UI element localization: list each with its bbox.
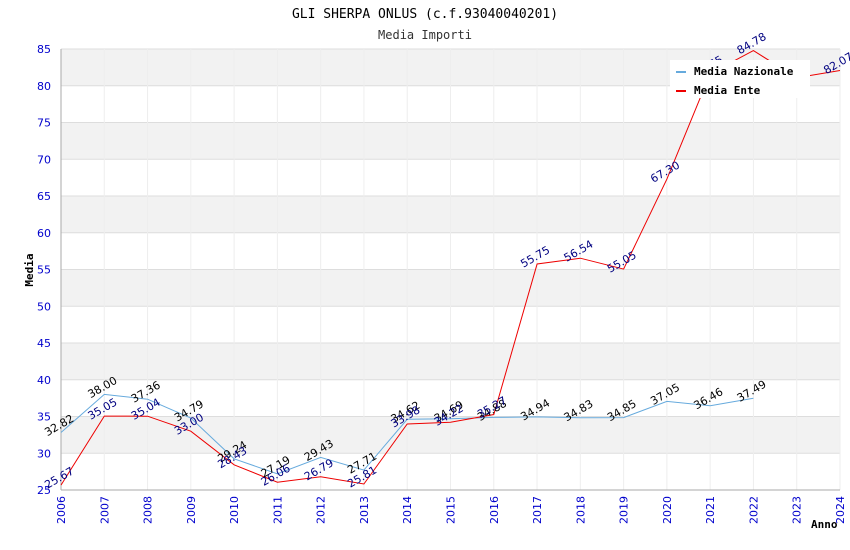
x-axis-ticks: 2006 2007 2008 2009 2010 2011 2012 2013 2014 2015… (55, 496, 847, 524)
x-tick-label: 2013 (358, 496, 371, 524)
x-tick-label: 2008 (142, 496, 155, 524)
legend-label-media-nazionale: Media Nazionale (694, 65, 794, 78)
y-tick-label: 45 (37, 337, 51, 350)
y-tick-label: 65 (37, 190, 51, 203)
x-tick-label: 2007 (98, 496, 111, 524)
x-tick-label: 2020 (661, 496, 674, 524)
x-tick-label: 2021 (704, 496, 717, 524)
chart-subtitle: Media Importi (378, 28, 472, 42)
x-tick-label: 2012 (315, 496, 328, 524)
x-tick-label: 2024 (834, 496, 847, 524)
x-axis-label: Anno (811, 518, 838, 531)
y-tick-label: 85 (37, 43, 51, 56)
y-tick-label: 55 (37, 264, 51, 277)
y-tick-label: 40 (37, 374, 51, 387)
y-tick-label: 25 (37, 484, 51, 497)
x-tick-label: 2022 (747, 496, 760, 524)
y-tick-label: 60 (37, 227, 51, 240)
legend: Media Nazionale Media Ente (670, 60, 810, 98)
y-tick-label: 30 (37, 447, 51, 460)
x-tick-label: 2015 (445, 496, 458, 524)
series-line-media-nazionale (60, 393, 754, 475)
y-tick-label: 35 (37, 411, 51, 424)
x-tick-label: 2023 (791, 496, 804, 524)
legend-box (670, 60, 810, 98)
y-tick-label: 80 (37, 80, 51, 93)
y-tick-label: 50 (37, 300, 51, 313)
x-tick-label: 2016 (488, 496, 501, 524)
legend-label-media-ente: Media Ente (694, 84, 761, 97)
x-tick-label: 2009 (185, 496, 198, 524)
y-axis-ticks: 25 30 35 40 45 50 55 60 65 70 75 80 85 (37, 43, 51, 497)
x-tick-label: 2014 (401, 496, 414, 524)
y-tick-label: 70 (37, 153, 51, 166)
x-tick-label: 2006 (55, 496, 68, 524)
x-tick-label: 2018 (574, 496, 587, 524)
chart-title: GLI SHERPA ONLUS (c.f.93040040201) (292, 7, 558, 22)
grid-lines (60, 48, 841, 491)
x-tick-label: 2017 (531, 496, 544, 524)
y-axis-label: Media (23, 253, 36, 286)
x-tick-label: 2010 (228, 496, 241, 524)
y-tick-label: 75 (37, 117, 51, 130)
axes (60, 49, 840, 491)
x-tick-label: 2019 (618, 496, 631, 524)
x-tick-label: 2011 (271, 496, 284, 524)
